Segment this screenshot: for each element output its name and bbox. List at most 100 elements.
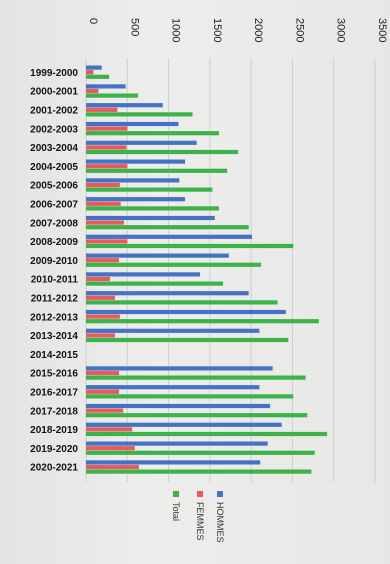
bar-total-2017-2018 xyxy=(86,413,308,418)
category-label: 2011-2012 xyxy=(31,294,79,305)
bar-total-2020-2021 xyxy=(86,469,312,474)
category-label: 2008-2009 xyxy=(30,237,78,248)
bar-femmes-2008-2009 xyxy=(86,239,128,244)
category-label: 2013-2014 xyxy=(30,331,78,342)
bar-femmes-2016-2017 xyxy=(86,389,120,394)
tick-label: 1000 xyxy=(170,18,182,42)
category-label: 2018-2019 xyxy=(30,425,78,436)
bar-total-2008-2009 xyxy=(86,243,294,249)
bar-hommes-2003-2004 xyxy=(86,140,197,145)
bar-femmes-2004-2005 xyxy=(86,164,128,169)
bar-femmes-2019-2020 xyxy=(86,446,135,451)
category-label: 2014-2015 xyxy=(30,350,78,361)
bar-femmes-2011-2012 xyxy=(86,295,115,300)
bar-hommes-2004-2005 xyxy=(86,159,186,164)
bar-total-2007-2008 xyxy=(86,225,249,230)
bar-total-2000-2001 xyxy=(86,93,139,98)
category-label: 2012-2013 xyxy=(30,312,78,323)
category-label: 2005-2006 xyxy=(30,181,78,192)
bar-total-2004-2005 xyxy=(86,168,228,173)
tick-label: 3000 xyxy=(335,18,347,42)
category-label: 2002-2003 xyxy=(30,124,78,135)
category-label: 2010-2011 xyxy=(31,275,79,286)
category-label: 2000-2001 xyxy=(30,87,78,98)
bar-femmes-2017-2018 xyxy=(86,408,124,413)
bar-hommes-2010-2011 xyxy=(86,272,200,277)
category-label: 1999-2000 xyxy=(30,68,78,79)
bar-total-2006-2007 xyxy=(86,206,219,211)
bar-hommes-2017-2018 xyxy=(86,403,271,409)
legend: HOMMES FEMMES Total xyxy=(171,491,225,543)
bar-hommes-2020-2021 xyxy=(86,460,261,465)
tick-label: 1500 xyxy=(211,18,223,42)
legend-swatch-femmes xyxy=(197,491,203,497)
tick-label: 500 xyxy=(128,18,140,36)
bar-total-1999-2000 xyxy=(86,74,110,79)
category-axis-labels: 1999-2000 2000-2001 2001-2002 2002-2003 2003… xyxy=(30,68,78,474)
category-label: 2009-2010 xyxy=(30,256,78,267)
category-label: 2003-2004 xyxy=(30,143,78,154)
category-label: 2004-2005 xyxy=(30,162,78,173)
bar-femmes-2006-2007 xyxy=(86,201,121,206)
bar-total-2012-2013 xyxy=(86,319,319,324)
category-label: 2019-2020 xyxy=(30,444,78,455)
bar-total-2011-2012 xyxy=(86,300,278,305)
bar-total-2013-2014 xyxy=(86,337,289,343)
bar-femmes-2000-2001 xyxy=(86,88,99,94)
bar-hommes-2002-2003 xyxy=(86,121,179,127)
category-label: 2001-2002 xyxy=(30,106,78,117)
bar-hommes-2005-2006 xyxy=(86,178,180,183)
bar-femmes-1999-2000 xyxy=(86,70,94,75)
bar-total-2018-2019 xyxy=(86,431,328,437)
bar-femmes-2007-2008 xyxy=(86,220,124,225)
bar-hommes-2016-2017 xyxy=(86,385,260,390)
bar-hommes-2001-2002 xyxy=(86,103,163,108)
bar-femmes-2018-2019 xyxy=(86,427,133,432)
tick-label: 2000 xyxy=(252,18,264,42)
bar-total-2001-2002 xyxy=(86,112,193,117)
bar-total-2002-2003 xyxy=(86,131,219,136)
bar-hommes-2013-2014 xyxy=(86,328,260,333)
bar-hommes-2009-2010 xyxy=(86,253,229,258)
legend-label-total: Total xyxy=(171,502,181,521)
bar-femmes-2003-2004 xyxy=(86,145,127,150)
bar-femmes-2002-2003 xyxy=(86,126,128,131)
bar-total-2019-2020 xyxy=(86,450,315,455)
gridlines xyxy=(85,58,376,482)
bar-femmes-2005-2006 xyxy=(86,182,120,188)
bar-femmes-2010-2011 xyxy=(86,276,110,282)
bar-hommes-2007-2008 xyxy=(86,215,215,221)
bar-hommes-2011-2012 xyxy=(86,291,249,296)
legend-swatch-total xyxy=(173,491,179,497)
bar-total-2010-2011 xyxy=(86,281,224,286)
tick-label: 2500 xyxy=(293,18,305,42)
category-label: 2020-2021 xyxy=(30,463,78,474)
bar-hommes-2000-2001 xyxy=(86,84,126,89)
legend-label-femmes: FEMMES xyxy=(195,502,205,541)
tick-label: 0 xyxy=(87,18,99,24)
bar-total-2005-2006 xyxy=(86,187,213,192)
category-label: 2015-2016 xyxy=(30,369,78,380)
bar-total-2003-2004 xyxy=(86,149,238,155)
tick-label: 3500 xyxy=(376,18,388,42)
category-label: 2017-2018 xyxy=(30,406,78,417)
bar-femmes-2015-2016 xyxy=(86,370,120,376)
category-label: 2016-2017 xyxy=(30,388,78,399)
value-axis-ticks: 0 500 1000 1500 2000 2500 3000 3500 xyxy=(87,18,388,42)
bar-hommes-1999-2000 xyxy=(86,65,102,70)
category-label: 2006-2007 xyxy=(30,200,78,211)
bar-hommes-2008-2009 xyxy=(86,234,252,239)
bar-hommes-2006-2007 xyxy=(86,197,186,202)
bar-femmes-2012-2013 xyxy=(86,314,120,319)
bar-femmes-2009-2010 xyxy=(86,258,120,263)
bar-total-2009-2010 xyxy=(86,262,262,267)
bar-femmes-2013-2014 xyxy=(86,333,115,338)
category-label: 2007-2008 xyxy=(30,218,78,229)
bar-hommes-2018-2019 xyxy=(86,422,282,427)
bar-hommes-2012-2013 xyxy=(86,309,286,315)
bar-femmes-2001-2002 xyxy=(86,107,118,112)
bar-total-2015-2016 xyxy=(86,375,306,380)
bar-total-2016-2017 xyxy=(86,394,294,399)
